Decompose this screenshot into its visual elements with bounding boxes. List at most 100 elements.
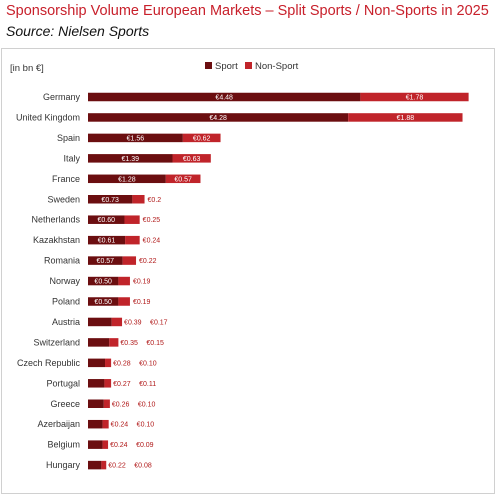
data-label-non-sport-norway: €0.19	[133, 279, 151, 286]
data-label-non-sport-italy: €0.63	[183, 156, 201, 163]
bar-sport-norway	[88, 276, 119, 286]
legend-swatch-sport	[205, 62, 212, 69]
bar-non-sport-czech-republic	[105, 358, 112, 368]
bar-sport-spain	[88, 133, 183, 143]
category-label-italy: Italy	[63, 153, 80, 163]
bar-non-sport-italy	[172, 154, 211, 163]
category-label-austria: Austria	[52, 317, 80, 327]
bar-sport-hungary	[88, 460, 102, 470]
data-label-sport-united-kingdom: €4.28	[209, 115, 227, 122]
category-label-united-kingdom: United Kingdom	[16, 112, 80, 122]
legend-label-non-sport: Non-Sport	[255, 61, 299, 72]
data-label-non-sport-germany: €1.78	[406, 95, 424, 102]
bar-non-sport-azerbaijan	[102, 419, 109, 429]
data-label-sport-belgium: €0.24	[110, 442, 128, 449]
data-label-non-sport-hungary: €0.08	[134, 463, 152, 470]
data-label-sport-portugal: €0.27	[113, 381, 131, 388]
data-label-sport-hungary: €0.22	[108, 463, 126, 470]
bar-non-sport-switzerland	[109, 338, 119, 347]
bar-non-sport-belgium	[102, 440, 109, 449]
data-label-sport-czech-republic: €0.28	[113, 360, 131, 367]
data-label-non-sport-austria: €0.17	[150, 319, 168, 326]
legend: Sport Non-Sport	[205, 61, 299, 72]
legend-swatch-non-sport	[245, 62, 252, 69]
category-label-poland: Poland	[52, 297, 80, 307]
stacked-bar-chart: [in bn €] Sport Non-Sport Germany €4.48 €1…	[10, 61, 469, 470]
data-label-sport-poland: €0.50	[94, 299, 112, 306]
category-label-norway: Norway	[49, 276, 80, 286]
bar-sport-kazakhstan	[88, 235, 126, 245]
bars-group: Germany €4.48 €1.78 United Kingdom €4.28 €1.8…	[16, 92, 469, 470]
bar-non-sport-romania	[122, 256, 137, 265]
chart-source: Source: Nielsen Sports	[6, 23, 150, 39]
data-label-sport-greece: €0.26	[112, 401, 130, 408]
bar-non-sport-austria	[111, 317, 123, 327]
data-label-non-sport-france: €0.57	[174, 176, 192, 183]
category-label-switzerland: Switzerland	[33, 337, 80, 347]
bar-non-sport-greece	[103, 399, 110, 408]
bar-non-sport-hungary	[101, 460, 107, 470]
data-label-non-sport-romania: €0.22	[139, 258, 157, 265]
data-label-non-sport-switzerland: €0.15	[146, 340, 164, 347]
data-label-non-sport-czech-republic: €0.10	[139, 360, 157, 367]
bar-sport-france	[88, 174, 166, 184]
category-label-spain: Spain	[57, 133, 80, 143]
bar-non-sport-norway	[118, 276, 130, 286]
data-label-sport-france: €1.28	[118, 176, 136, 183]
bar-sport-belgium	[88, 440, 103, 449]
category-label-romania: Romania	[44, 256, 80, 266]
bar-sport-azerbaijan	[88, 419, 103, 429]
category-label-netherlands: Netherlands	[31, 215, 80, 225]
bar-sport-germany	[88, 92, 361, 102]
category-label-azerbaijan: Azerbaijan	[37, 419, 80, 429]
category-label-czech-republic: Czech Republic	[17, 358, 81, 368]
chart-panel: [in bn €] Sport Non-Sport Germany €4.48 €1…	[1, 48, 495, 494]
data-label-sport-austria: €0.39	[124, 319, 142, 326]
bar-non-sport-portugal	[104, 379, 112, 388]
bar-non-sport-france	[165, 174, 201, 184]
bar-non-sport-germany	[360, 92, 469, 102]
bar-sport-romania	[88, 256, 123, 265]
bar-sport-netherlands	[88, 215, 125, 224]
bar-non-sport-poland	[118, 297, 130, 306]
data-label-non-sport-azerbaijan: €0.10	[137, 422, 155, 429]
bar-non-sport-kazakhstan	[125, 235, 140, 245]
category-label-kazakhstan: Kazakhstan	[33, 235, 80, 245]
data-label-sport-romania: €0.57	[97, 258, 115, 265]
unit-label: [in bn €]	[10, 63, 44, 74]
category-label-sweden: Sweden	[47, 194, 80, 204]
category-label-germany: Germany	[43, 92, 81, 102]
data-label-non-sport-sweden: €0.2	[148, 197, 162, 204]
bar-non-sport-spain	[182, 133, 221, 143]
category-label-hungary: Hungary	[46, 460, 81, 470]
data-label-non-sport-kazakhstan: €0.24	[143, 238, 161, 245]
data-label-sport-netherlands: €0.60	[97, 217, 115, 224]
category-label-greece: Greece	[50, 399, 80, 409]
bar-sport-austria	[88, 317, 112, 327]
data-label-non-sport-poland: €0.19	[133, 299, 151, 306]
data-label-non-sport-united-kingdom: €1.88	[397, 115, 415, 122]
data-label-sport-italy: €1.39	[121, 156, 139, 163]
bar-sport-portugal	[88, 379, 105, 388]
data-label-non-sport-belgium: €0.09	[136, 442, 154, 449]
chart-title: Sponsorship Volume European Markets – Sp…	[6, 3, 489, 19]
legend-label-sport: Sport	[215, 61, 238, 72]
category-label-portugal: Portugal	[46, 378, 80, 388]
data-label-sport-spain: €1.56	[127, 135, 145, 142]
data-label-non-sport-spain: €0.62	[193, 135, 211, 142]
category-label-france: France	[52, 174, 80, 184]
bar-non-sport-united-kingdom	[348, 113, 463, 122]
bar-sport-sweden	[88, 195, 133, 204]
data-label-sport-sweden: €0.73	[101, 197, 119, 204]
bar-sport-czech-republic	[88, 358, 106, 368]
data-label-sport-norway: €0.50	[94, 279, 112, 286]
bar-sport-united-kingdom	[88, 113, 349, 122]
bar-sport-poland	[88, 297, 119, 306]
data-label-non-sport-netherlands: €0.25	[143, 217, 161, 224]
bar-sport-italy	[88, 154, 173, 163]
bar-sport-greece	[88, 399, 104, 408]
data-label-sport-switzerland: €0.35	[120, 340, 138, 347]
category-label-belgium: Belgium	[47, 440, 80, 450]
data-label-non-sport-portugal: €0.11	[139, 381, 156, 388]
bar-sport-switzerland	[88, 338, 110, 347]
